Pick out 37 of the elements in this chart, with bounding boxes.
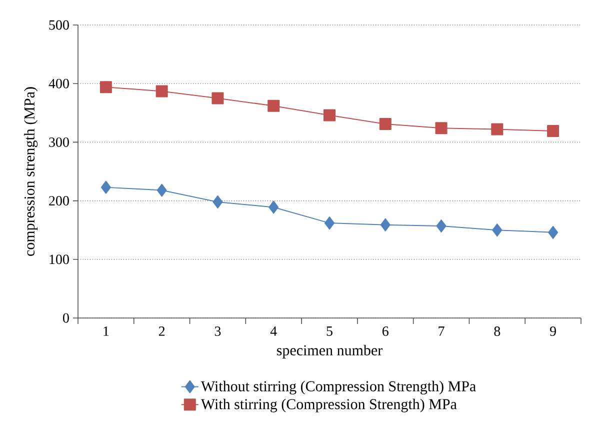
x-tick-label: 9 — [550, 326, 556, 336]
point — [268, 200, 279, 214]
point — [435, 122, 448, 134]
x-axis-title: specimen number — [277, 344, 382, 358]
legend-label: With stirring (Compression Strength) MPa — [200, 398, 457, 412]
point — [324, 216, 334, 230]
x-tick-label: 5 — [326, 326, 332, 336]
y-axis-title: compression strength (MPa) — [24, 87, 38, 256]
x-tick-label: 7 — [438, 326, 444, 336]
point — [268, 100, 280, 112]
point — [379, 118, 392, 130]
y-tick-label: 0 — [63, 313, 69, 323]
point — [491, 123, 504, 136]
x-tick-label: 1 — [104, 326, 109, 336]
point — [100, 81, 112, 94]
x-tick-label: 4 — [270, 326, 277, 336]
y-tick-label: 100 — [50, 254, 69, 264]
point — [156, 85, 168, 98]
x-tick-label: 6 — [382, 326, 388, 336]
point — [380, 218, 390, 232]
point — [436, 219, 446, 232]
y-tick-label: 400 — [48, 78, 69, 88]
point — [212, 92, 224, 104]
legend-label: Without stirring (Compression Strength) MPa — [200, 380, 476, 394]
point — [323, 109, 336, 122]
point — [492, 224, 502, 237]
point — [156, 184, 167, 197]
x-tick-label: 3 — [214, 326, 221, 336]
y-tick-label: 300 — [49, 137, 69, 147]
point — [100, 180, 111, 194]
y-tick-label: 200 — [49, 196, 69, 206]
point — [212, 195, 223, 208]
point — [548, 226, 558, 239]
x-tick-label: 2 — [158, 326, 165, 336]
x-tick-label: 8 — [494, 326, 500, 336]
y-tick-label: 500 — [49, 20, 69, 30]
point — [547, 125, 560, 138]
